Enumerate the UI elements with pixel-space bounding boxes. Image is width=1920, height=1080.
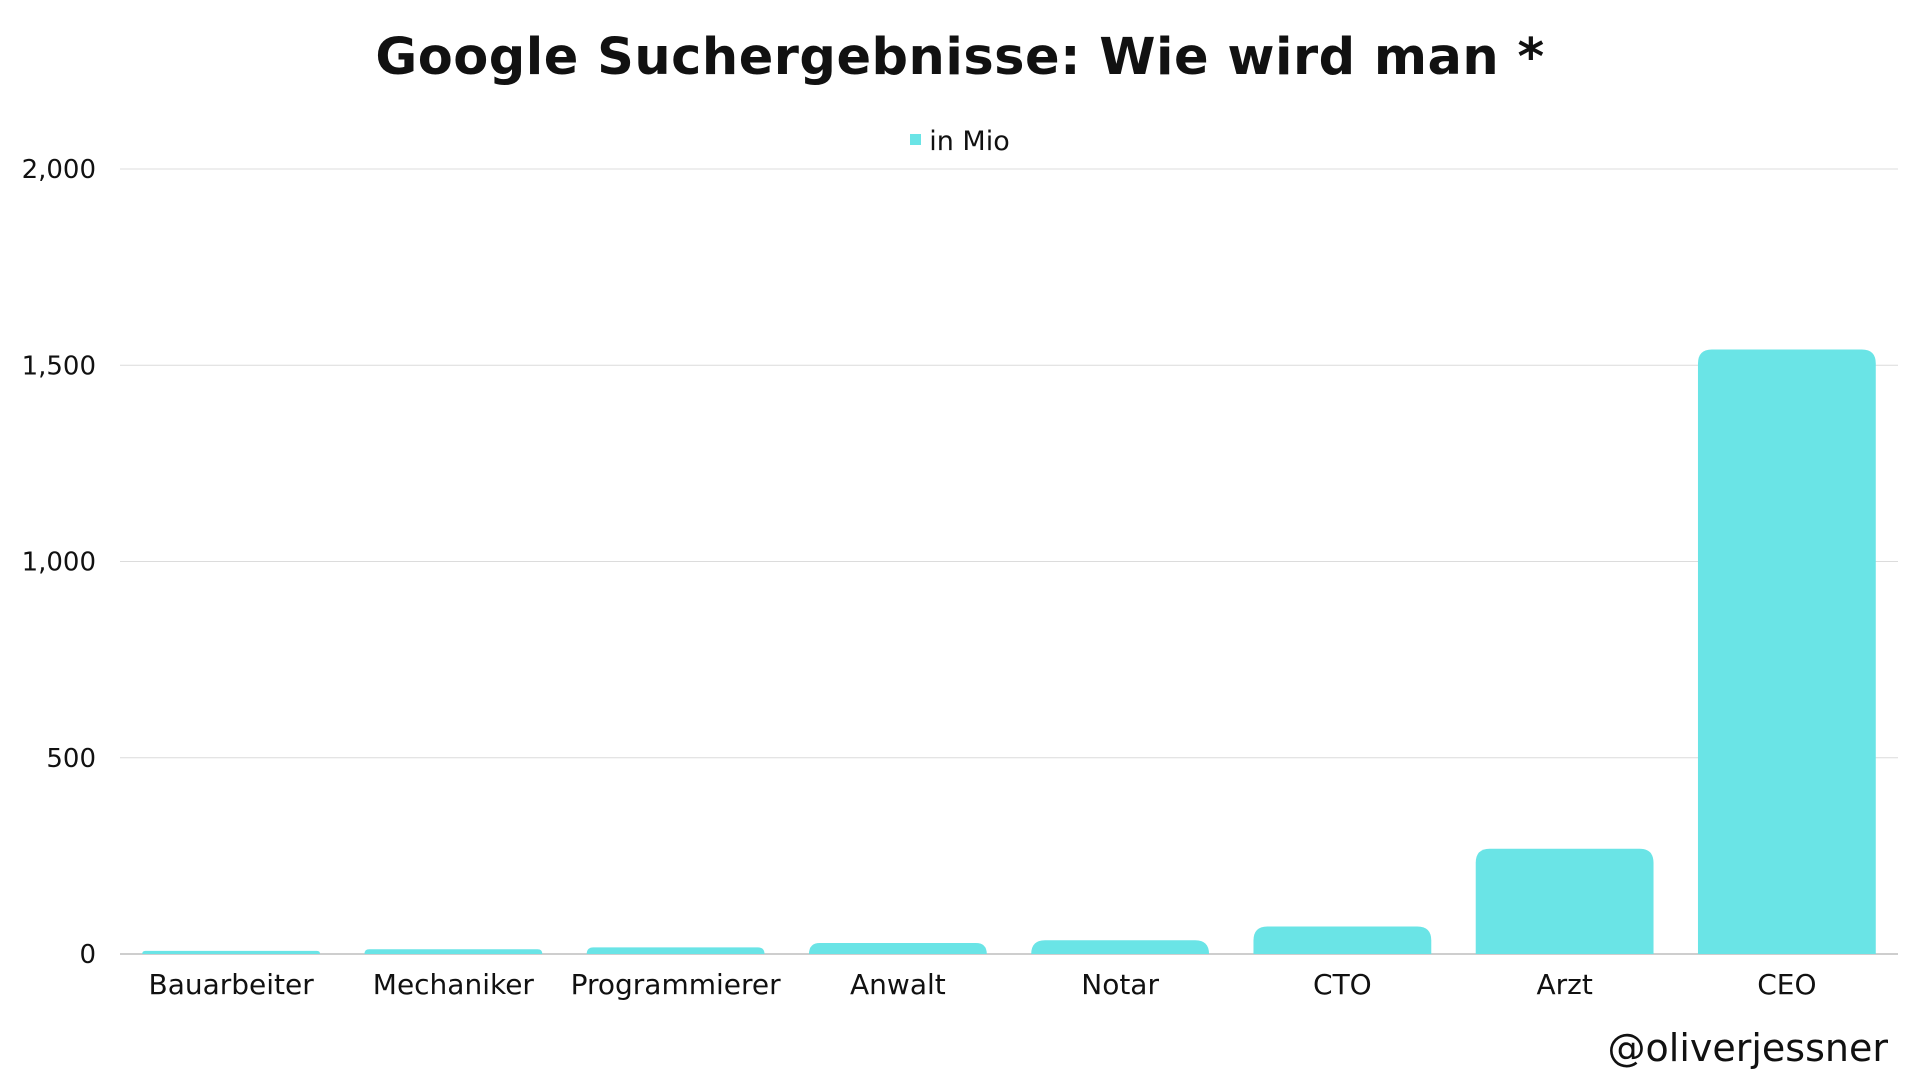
x-tick-label: Mechaniker	[373, 968, 535, 1001]
chart-title: Google Suchergebnisse: Wie wird man *	[375, 28, 1545, 87]
bar-arzt	[1475, 848, 1654, 954]
watermark-handle: @oliverjessner	[1607, 1026, 1888, 1070]
legend-label: in Mio	[929, 126, 1010, 157]
x-tick-label: CTO	[1313, 968, 1372, 1001]
x-tick-label: Programmierer	[571, 968, 782, 1001]
bar-ceo	[1697, 349, 1876, 954]
bar-bauarbeiter	[142, 950, 321, 954]
bar-mechaniker	[364, 949, 543, 954]
chart-legend: in Mio	[0, 126, 1920, 157]
x-tick-label: Arzt	[1536, 968, 1592, 1001]
y-tick-label: 0	[79, 940, 96, 970]
bar-anwalt	[808, 943, 987, 954]
x-tick-label: Anwalt	[850, 968, 946, 1001]
bar-cto	[1253, 926, 1432, 954]
y-tick-label: 500	[46, 744, 96, 774]
x-tick-label: Notar	[1081, 968, 1159, 1001]
x-tick-label: CEO	[1757, 968, 1816, 1001]
y-tick-label: 2,000	[22, 155, 96, 185]
y-tick-label: 1,000	[22, 548, 96, 578]
bar-programmierer	[586, 947, 765, 954]
y-tick-label: 1,500	[22, 351, 96, 381]
x-tick-label: Bauarbeiter	[148, 968, 314, 1001]
legend-swatch	[910, 134, 922, 145]
bar-notar	[1031, 940, 1210, 954]
